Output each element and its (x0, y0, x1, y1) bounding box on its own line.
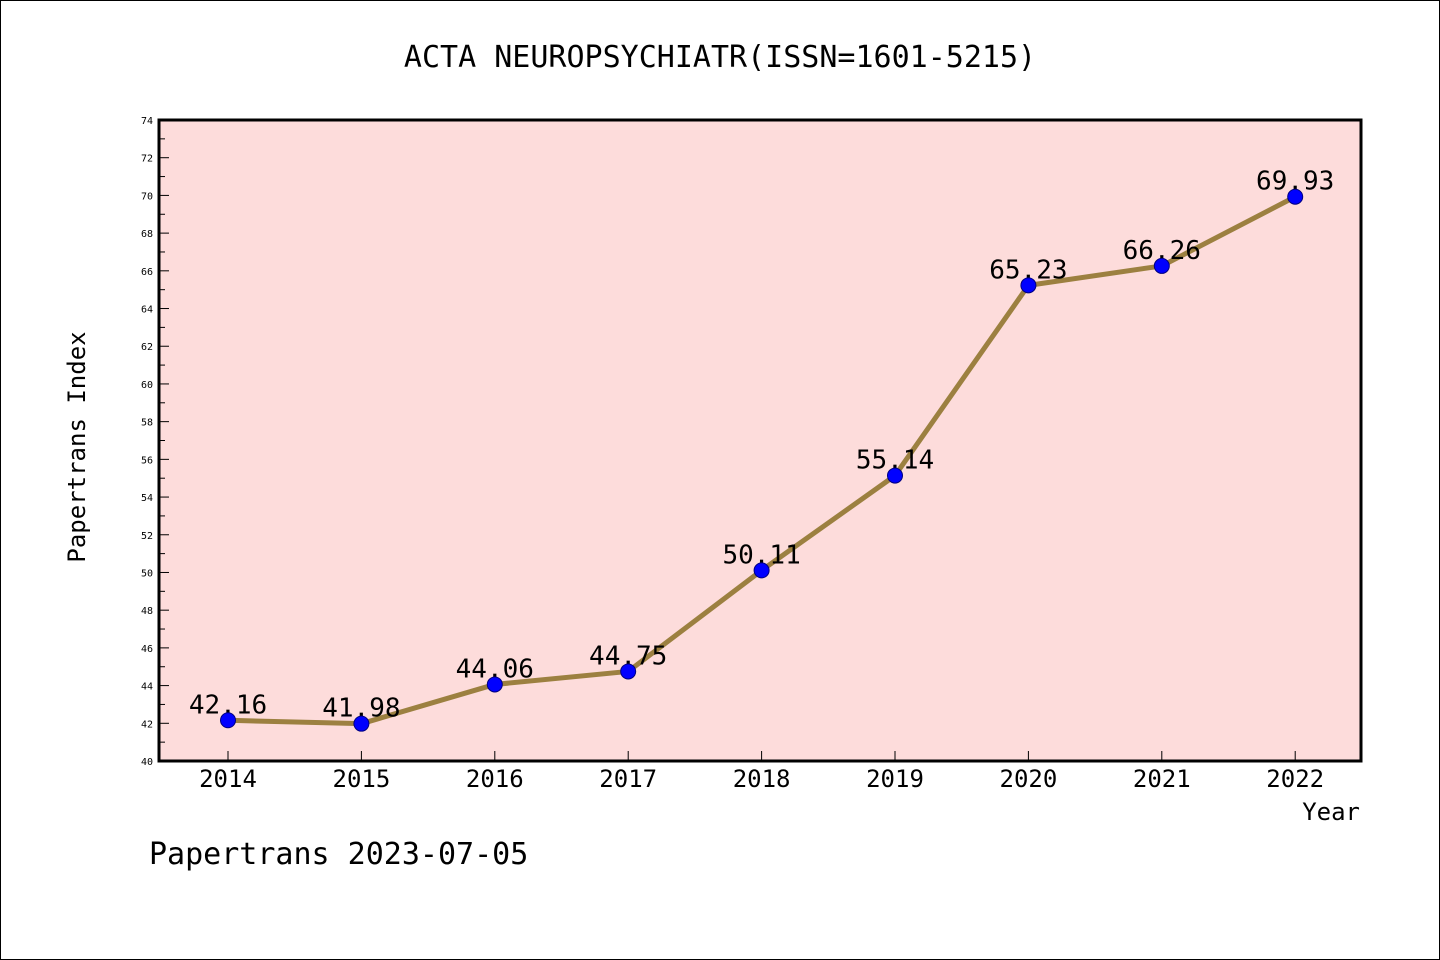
y-tick-label: 70 (141, 191, 153, 202)
x-tick-label: 2019 (866, 765, 924, 793)
y-tick-label: 44 (141, 682, 153, 693)
x-tick-label: 2015 (333, 765, 391, 793)
data-point (753, 562, 770, 579)
y-tick-label: 64 (141, 305, 153, 316)
y-tick-label: 54 (141, 493, 153, 504)
y-tick-label: 68 (141, 229, 153, 240)
y-tick-label: 74 (141, 116, 153, 127)
data-point (887, 467, 903, 484)
y-tick-label: 58 (141, 418, 153, 429)
y-tick-label: 48 (141, 606, 153, 617)
y-tick-label: 62 (141, 342, 153, 353)
footer-date: Papertrans 2023-07-05 (149, 837, 528, 872)
x-axis-title: Year (1302, 798, 1360, 826)
data-point (220, 712, 236, 729)
chart-title: ACTA NEUROPSYCHIATR(ISSN=1601-5215) (404, 40, 1036, 75)
y-tick-label: 40 (141, 757, 153, 768)
y-tick-label: 52 (141, 531, 153, 542)
x-tick-label: 2020 (1000, 765, 1058, 793)
y-axis: 40 42 44 46 48 50 52 54 56 58 60 62 64 66 68 70 72 74 (141, 116, 169, 768)
y-tick-label: 60 (141, 380, 153, 391)
y-tick-label: 46 (141, 644, 153, 655)
x-tick-label: 2017 (599, 765, 657, 793)
x-axis: 2014 2015 2016 2017 2018 2019 2020 2021 2022 (199, 751, 1324, 793)
y-tick-label: 72 (141, 154, 153, 165)
data-point (486, 676, 503, 693)
data-point (1020, 277, 1037, 294)
data-point (353, 715, 370, 732)
x-tick-label: 2016 (466, 765, 524, 793)
data-point (1287, 188, 1304, 205)
y-tick-label: 50 (141, 568, 153, 579)
data-point (1153, 257, 1170, 274)
y-tick-label: 66 (141, 267, 153, 278)
y-axis-title: Papertrans Index (63, 331, 91, 562)
x-tick-label: 2022 (1266, 765, 1324, 793)
plot-area (157, 118, 1363, 763)
x-tick-label: 2021 (1133, 765, 1191, 793)
y-tick-label: 42 (141, 719, 153, 730)
y-tick-label: 56 (141, 455, 153, 466)
x-tick-label: 2014 (199, 765, 257, 793)
x-tick-label: 2018 (733, 765, 791, 793)
data-point (620, 663, 637, 680)
